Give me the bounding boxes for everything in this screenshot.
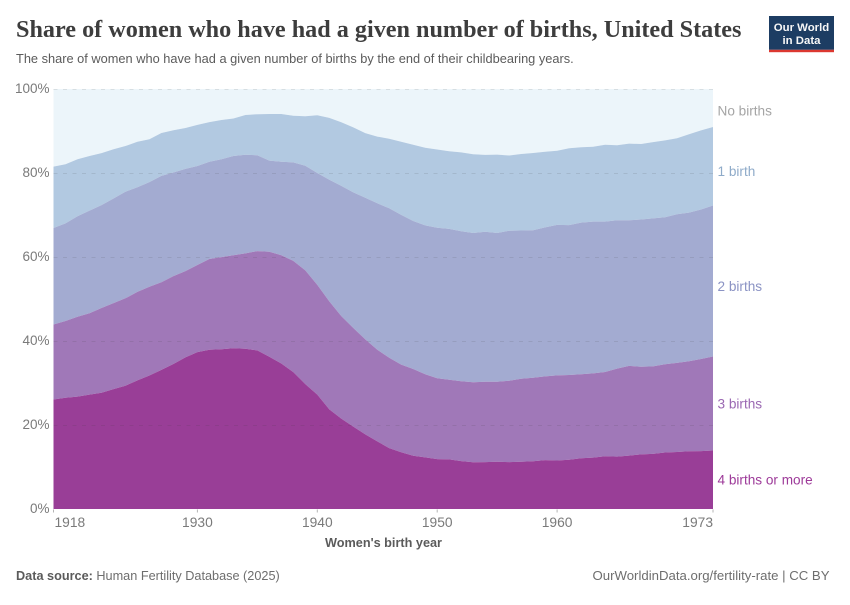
svg-text:80%: 80%	[22, 165, 49, 180]
svg-text:1930: 1930	[182, 515, 213, 530]
svg-text:100%: 100%	[15, 81, 50, 96]
svg-text:1940: 1940	[302, 515, 333, 530]
svg-text:1 birth: 1 birth	[718, 164, 756, 179]
svg-text:Our World: Our World	[774, 22, 830, 34]
svg-text:3 births: 3 births	[718, 396, 763, 411]
svg-text:The share of women who have ha: The share of women who have had a given …	[16, 51, 574, 66]
svg-text:OurWorldinData.org/fertility-r: OurWorldinData.org/fertility-rate | CC B…	[593, 568, 830, 583]
svg-text:20%: 20%	[22, 417, 49, 432]
svg-text:1973: 1973	[682, 515, 713, 530]
svg-text:40%: 40%	[22, 333, 49, 348]
svg-text:Data source: Human Fertility D: Data source: Human Fertility Database (2…	[16, 569, 280, 583]
svg-text:Women's birth year: Women's birth year	[325, 536, 442, 550]
svg-text:Share of women who have had a: Share of women who have had a given numb…	[16, 16, 741, 43]
svg-text:1960: 1960	[542, 515, 573, 530]
svg-text:No births: No births	[718, 104, 773, 119]
svg-text:1950: 1950	[422, 515, 453, 530]
svg-text:2 births: 2 births	[718, 279, 763, 294]
svg-text:in Data: in Data	[783, 35, 822, 47]
svg-text:0%: 0%	[30, 501, 50, 516]
svg-text:1918: 1918	[55, 515, 86, 530]
svg-text:4 births or more: 4 births or more	[718, 472, 813, 487]
svg-text:60%: 60%	[22, 249, 49, 264]
